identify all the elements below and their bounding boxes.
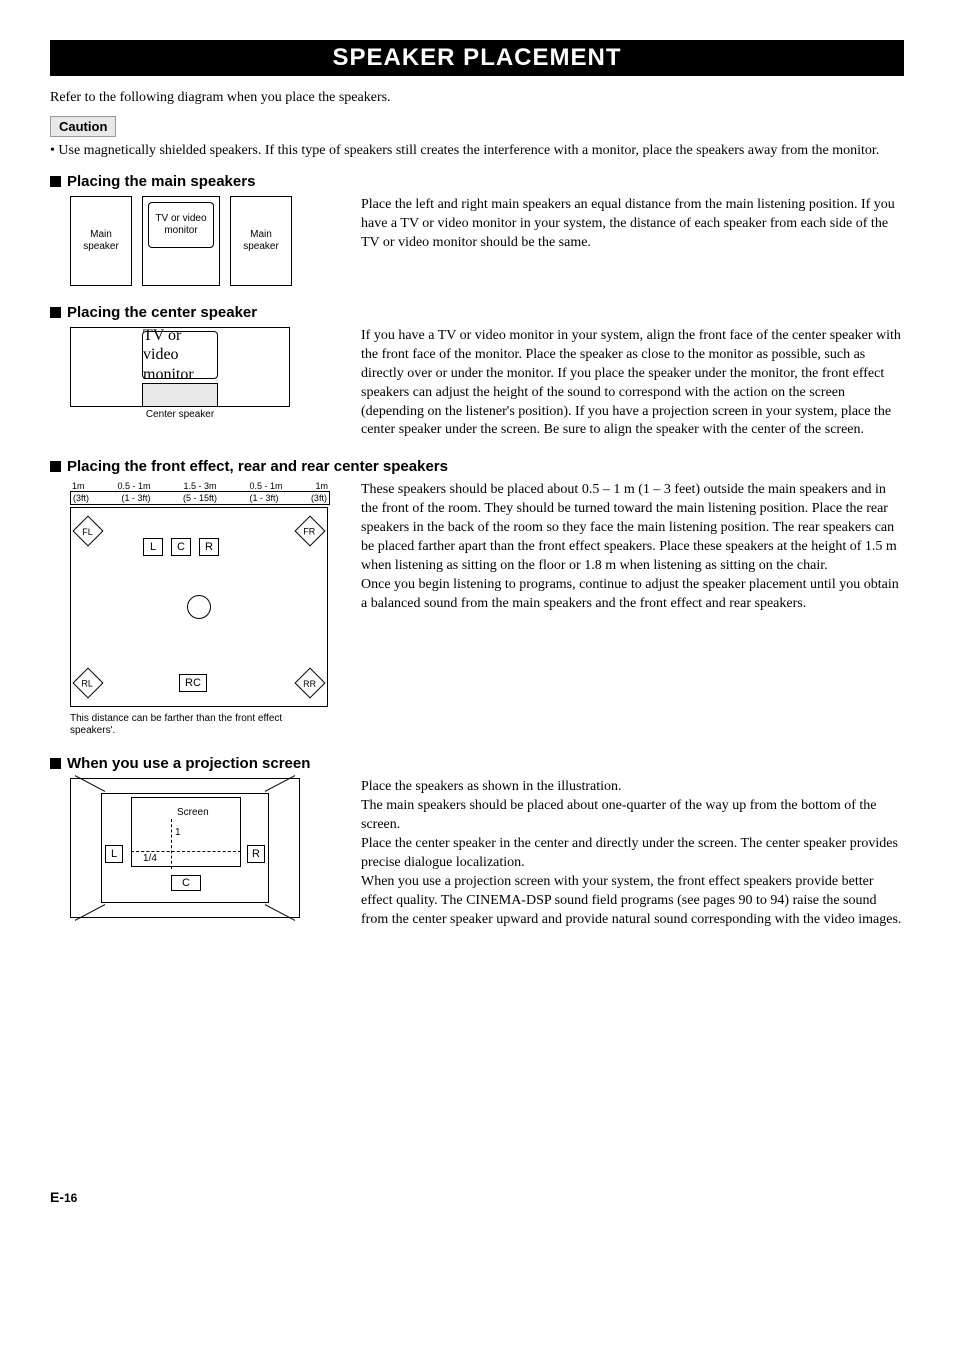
- tv-label: TV or video monitor: [148, 202, 214, 248]
- speaker-c: C: [171, 875, 201, 891]
- section-main-body: Place the left and right main speakers a…: [361, 196, 904, 253]
- section-effect-body1: These speakers should be placed about 0.…: [361, 481, 904, 575]
- speaker-rl: RL: [72, 668, 103, 699]
- tv-box: TV or video monitor: [142, 196, 220, 286]
- dim: (5 - 15ft): [183, 493, 217, 503]
- speaker-rc: RC: [179, 674, 207, 692]
- dim: 1m: [72, 481, 85, 491]
- dim: (3ft): [311, 493, 327, 503]
- section-effect-body2: Once you begin listening to programs, co…: [361, 576, 904, 614]
- speaker-rr: RR: [294, 668, 325, 699]
- caution-text: • Use magnetically shielded speakers. If…: [50, 143, 904, 159]
- page-num: 16: [64, 1191, 77, 1205]
- section-effect-heading-text: Placing the front effect, rear and rear …: [67, 458, 448, 475]
- diagram-main-speakers: Main speaker TV or video monitor Main sp…: [70, 196, 345, 286]
- bullet-icon: [50, 176, 61, 187]
- section-projection-heading: When you use a projection screen: [50, 755, 904, 772]
- dim: 0.5 - 1m: [117, 481, 150, 491]
- mark-quarter: 1/4: [143, 853, 157, 864]
- main-speaker-right-box: Main speaker: [230, 196, 292, 286]
- speaker-fr: FR: [294, 516, 325, 547]
- page-number: E-16: [50, 1189, 904, 1205]
- dim: 0.5 - 1m: [249, 481, 282, 491]
- section-projection-body: Place the speakers as shown in the illus…: [361, 778, 904, 929]
- mark-one: 1: [175, 827, 181, 838]
- speaker-c: C: [171, 538, 191, 556]
- main-speaker-left-box: Main speaker: [70, 196, 132, 286]
- speaker-l: L: [105, 845, 123, 863]
- tv-label: TV or video monitor: [142, 331, 218, 379]
- bullet-icon: [50, 758, 61, 769]
- dim: (1 - 3ft): [249, 493, 278, 503]
- diagram-room-layout: 1m 0.5 - 1m 1.5 - 3m 0.5 - 1m 1m (3ft) (…: [70, 481, 345, 737]
- center-speaker-caption: Center speaker: [70, 409, 290, 420]
- speaker-r: R: [247, 845, 265, 863]
- dim: 1m: [315, 481, 328, 491]
- section-center-heading-text: Placing the center speaker: [67, 304, 257, 321]
- screen-label: Screen: [177, 807, 209, 818]
- intro-text: Refer to the following diagram when you …: [50, 90, 904, 106]
- section-main-heading: Placing the main speakers: [50, 173, 904, 190]
- listener-icon: [187, 595, 211, 619]
- caution-label: Caution: [50, 116, 116, 137]
- dim: (3ft): [73, 493, 89, 503]
- section-effect-heading: Placing the front effect, rear and rear …: [50, 458, 904, 475]
- speaker-r: R: [199, 538, 219, 556]
- bullet-icon: [50, 307, 61, 318]
- section-center-heading: Placing the center speaker: [50, 304, 904, 321]
- section-center-body: If you have a TV or video monitor in you…: [361, 327, 904, 440]
- section-projection-heading-text: When you use a projection screen: [67, 755, 310, 772]
- dim: 1.5 - 3m: [183, 481, 216, 491]
- page-prefix: E-: [50, 1189, 64, 1205]
- speaker-l: L: [143, 538, 163, 556]
- page-title: SPEAKER PLACEMENT: [50, 40, 904, 76]
- diagram-note: This distance can be farther than the fr…: [70, 713, 330, 737]
- diagram-projection: Screen 1 1/4 L R C: [70, 778, 345, 918]
- diagram-center-speaker: TV or video monitor Center speaker: [70, 327, 345, 437]
- dim: (1 - 3ft): [121, 493, 150, 503]
- center-speaker-box: [142, 383, 218, 407]
- section-main-heading-text: Placing the main speakers: [67, 173, 255, 190]
- speaker-fl: FL: [72, 516, 103, 547]
- bullet-icon: [50, 461, 61, 472]
